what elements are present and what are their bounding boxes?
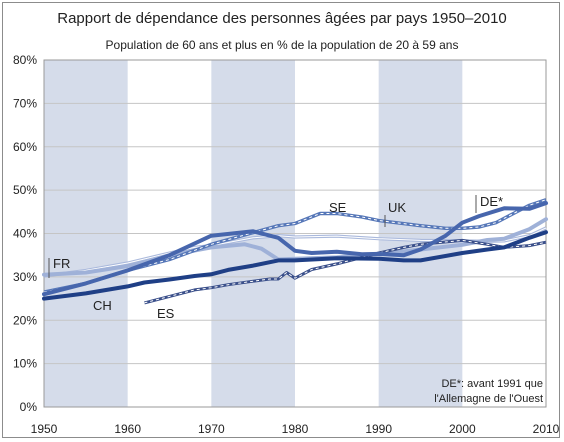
- chart-frame: [2, 2, 560, 438]
- y-tick-label-60: 60%: [13, 140, 37, 154]
- y-tick-label-30: 30%: [13, 270, 37, 284]
- footnote-line-1: DE*: avant 1991 que: [441, 378, 543, 390]
- series-label-uk: UK: [388, 200, 406, 215]
- x-tick-label-1950: 1950: [31, 422, 58, 436]
- series-label-se: SE: [329, 200, 347, 215]
- y-tick-label-0: 0%: [20, 400, 38, 414]
- series-label-es: ES: [157, 306, 175, 321]
- y-tick-label-20: 20%: [13, 313, 37, 327]
- series-label-de: DE*: [480, 194, 503, 209]
- y-tick-label-70: 70%: [13, 96, 37, 110]
- x-tick-label-1980: 1980: [282, 422, 309, 436]
- chart-subtitle: Population de 60 ans et plus en % de la …: [105, 38, 459, 52]
- y-tick-label-10: 10%: [13, 357, 37, 371]
- series-label-fr: FR: [53, 256, 70, 271]
- series-line-es-dash: [144, 239, 547, 304]
- series-line-se-dash: [43, 199, 547, 293]
- y-tick-label-50: 50%: [13, 183, 37, 197]
- series-line-de: [42, 201, 548, 297]
- x-tick-label-1970: 1970: [198, 422, 225, 436]
- x-tick-label-1990: 1990: [365, 422, 392, 436]
- footnote-line-2: l'Allemagne de l'Ouest: [434, 393, 543, 405]
- x-tick-label-1960: 1960: [114, 422, 141, 436]
- series-line-ch: [42, 230, 548, 301]
- x-tick-label-2010: 2010: [533, 422, 560, 436]
- chart-title: Rapport de dépendance des personnes âgée…: [57, 10, 507, 27]
- y-tick-label-40: 40%: [13, 227, 37, 241]
- x-tick-label-2000: 2000: [449, 422, 476, 436]
- series-label-ch: CH: [93, 298, 112, 313]
- y-tick-label-80: 80%: [13, 53, 37, 67]
